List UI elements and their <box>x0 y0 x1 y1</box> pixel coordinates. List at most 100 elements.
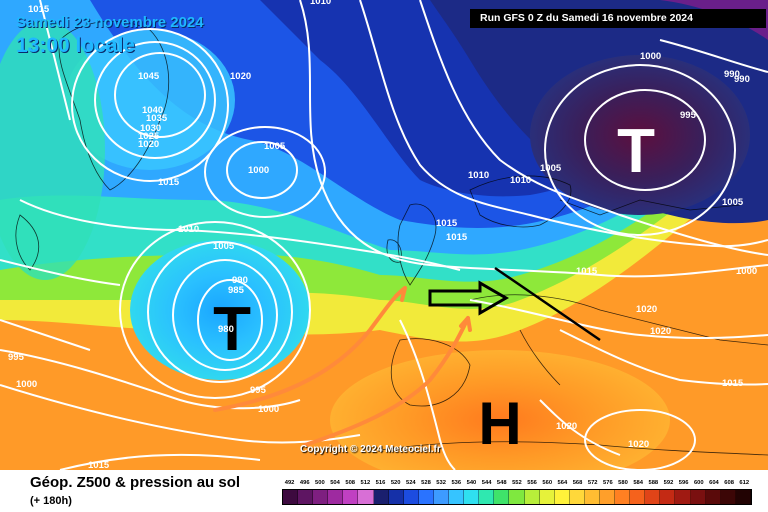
isobar-curve-1 <box>0 349 301 410</box>
isobar-ring-3 <box>71 28 229 182</box>
isobar-label: 1000 <box>258 404 279 415</box>
isobar-label: 1015 <box>88 460 110 470</box>
forecast-date: Samedi 23 novembre 2024 <box>16 14 204 31</box>
coast-ireland <box>386 239 402 263</box>
isobar-label: 1015 <box>446 232 468 243</box>
isobar-ring-1 <box>114 52 206 138</box>
coast-europe <box>469 294 768 346</box>
scale-swatch <box>418 490 434 504</box>
scale-label: 496 <box>299 480 310 486</box>
scale-label: 508 <box>345 480 356 486</box>
scale-label: 588 <box>648 480 659 486</box>
isobar-label: 995 <box>250 385 267 396</box>
isobar-label: 1010 <box>468 170 489 181</box>
isobar-ring-11 <box>544 64 736 236</box>
isobar-labels: 1015 1045 1020 1040 1035 1030 1025 1020 … <box>8 0 757 470</box>
scale-label: 548 <box>496 480 507 486</box>
scale-swatch <box>328 490 344 504</box>
scale-swatch <box>569 490 585 504</box>
scale-label: 504 <box>330 480 340 486</box>
scale-swatch <box>373 490 389 504</box>
isobar-label: 1010 <box>510 175 531 186</box>
annotation-front-line <box>494 266 601 342</box>
scale-swatch <box>388 490 404 504</box>
isobar-label: 1015 <box>576 266 598 277</box>
pressure-centers: T T H <box>213 117 655 457</box>
isobar-label: 1000 <box>640 51 661 62</box>
scale-label: 536 <box>451 480 462 486</box>
isobar-ring-4 <box>226 141 298 199</box>
isobar-label: 1030 <box>140 123 161 134</box>
scale-swatch <box>539 490 555 504</box>
isobar-ring-5 <box>204 126 326 218</box>
isobar-label: 1010 <box>178 224 199 235</box>
coast-iceland <box>15 214 39 271</box>
scale-swatch <box>343 490 359 504</box>
scale-label: 544 <box>481 480 492 486</box>
isobar-label: 990 <box>734 74 750 85</box>
scale-label: 580 <box>618 480 628 486</box>
isobar-curve-4 <box>299 0 768 278</box>
scale-swatch <box>313 490 329 504</box>
scale-label: 492 <box>284 480 295 486</box>
isobar-label: 995 <box>680 110 697 121</box>
scale-label: 608 <box>724 480 734 486</box>
coast-britain <box>397 203 437 286</box>
isobar-label: 1005 <box>264 141 286 152</box>
isobar-label: 1015 <box>722 378 744 389</box>
isobar-ring-7 <box>172 259 278 371</box>
isobar-curve-11 <box>559 329 768 386</box>
scale-swatch <box>584 490 600 504</box>
scale-label: 564 <box>557 480 568 486</box>
isobar-label: 1010 <box>310 0 331 7</box>
scale-label: 552 <box>512 480 522 486</box>
isobar-curve-13 <box>399 319 456 470</box>
isobar-label: 1000 <box>736 266 757 277</box>
isobar-ring-2 <box>94 41 216 159</box>
isobar-ring-8 <box>147 241 293 383</box>
scale-label: 540 <box>466 480 477 486</box>
scale-swatch <box>433 490 450 504</box>
legend-footer: Géop. Z500 & pression au sol (+ 180h) 49… <box>0 470 768 512</box>
scale-swatch <box>705 490 721 504</box>
scale-label: 512 <box>360 480 371 486</box>
scale-swatch <box>403 490 419 504</box>
scale-swatch <box>735 490 751 504</box>
scale-label: 524 <box>405 480 416 486</box>
isobar-label: 1040 <box>142 105 163 116</box>
isobar-ring-10 <box>584 89 706 191</box>
isobar-label: 1005 <box>540 163 562 174</box>
scale-label: 576 <box>603 480 613 486</box>
isobar-label: 990 <box>232 275 248 286</box>
green-tongue-west <box>0 20 105 280</box>
annotation-arrowhead-north <box>394 286 407 302</box>
isobar-label: 1015 <box>28 4 50 15</box>
scale-swatch <box>554 490 570 504</box>
low-core-atlantic <box>130 240 310 380</box>
isobar-label: 1020 <box>636 304 657 315</box>
coast-greenland <box>58 20 170 191</box>
scale-swatch <box>298 490 314 504</box>
scale-label: 600 <box>693 480 704 486</box>
annotation-arrow-south <box>303 316 470 447</box>
scale-label: 584 <box>633 480 643 486</box>
isobar-label: 1020 <box>138 139 159 150</box>
scale-label: 532 <box>436 480 446 486</box>
isobar-curve-5 <box>359 0 768 248</box>
annotation-arrow-north <box>213 286 407 412</box>
scale-swatch <box>358 490 374 504</box>
annotation-flow-arrow <box>428 280 510 316</box>
scale-swatch <box>720 490 736 504</box>
scale-label: 568 <box>572 480 583 486</box>
isobar-ring-12 <box>584 409 696 470</box>
annotations <box>213 266 601 447</box>
scale-label: 572 <box>587 480 598 486</box>
isobar-curve-8 <box>0 259 121 286</box>
isobar-label: 1035 <box>146 113 168 124</box>
scale-swatch <box>690 490 706 504</box>
isobar-ring-6 <box>197 279 263 361</box>
scale-label: 596 <box>678 480 689 486</box>
isobar-curve-14 <box>659 39 768 73</box>
isobar-label: 1005 <box>213 241 235 252</box>
scale-swatch <box>675 490 691 504</box>
